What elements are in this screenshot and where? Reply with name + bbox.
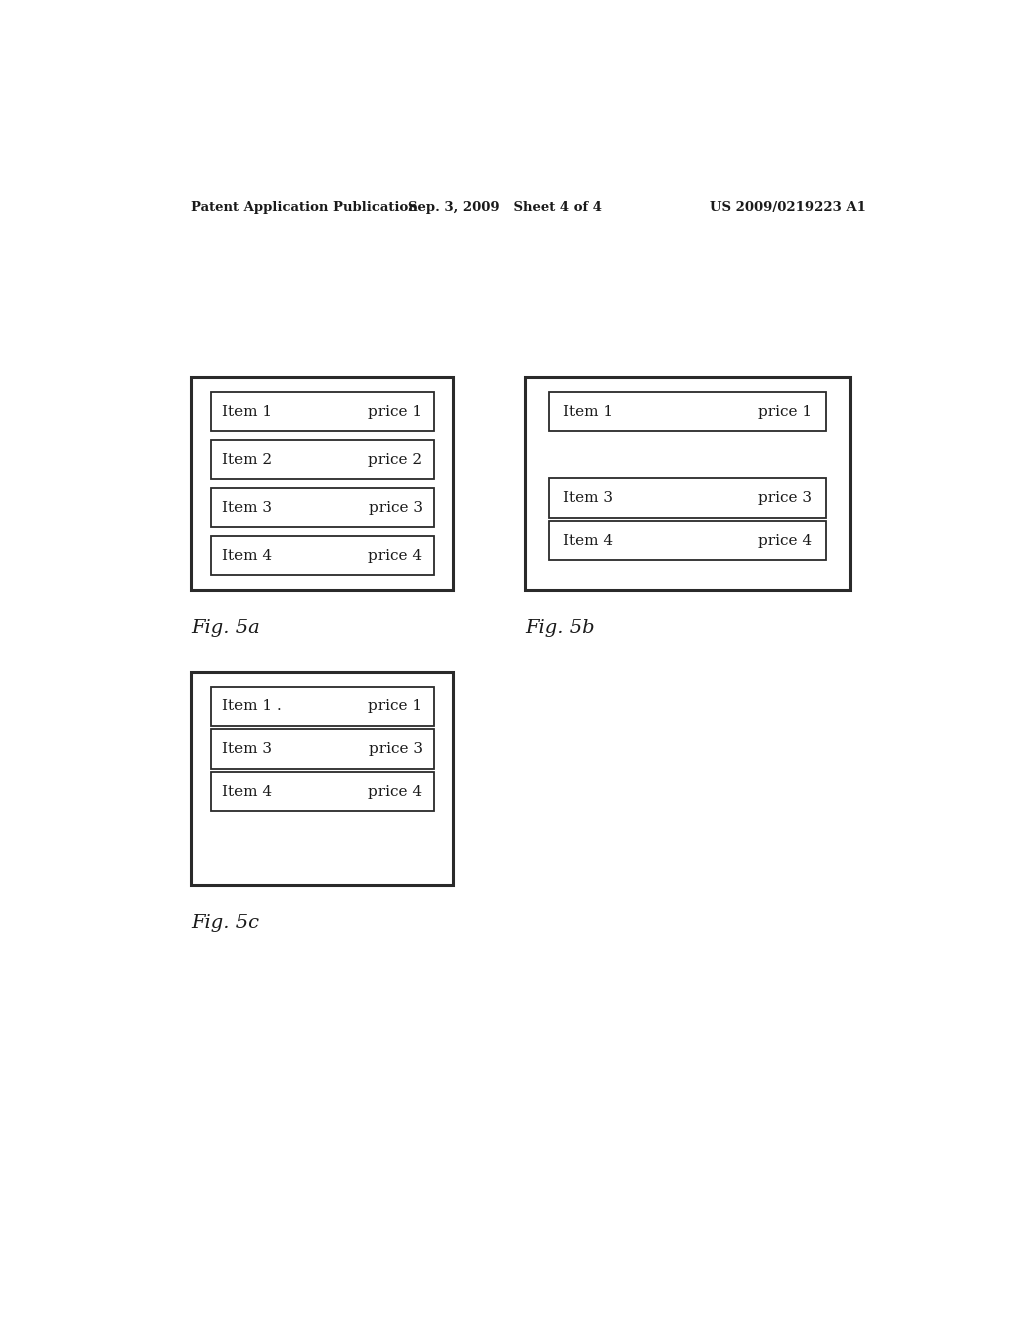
Bar — [191, 378, 454, 590]
Bar — [524, 378, 850, 590]
Bar — [549, 478, 825, 517]
Bar — [549, 521, 825, 561]
Text: Patent Application Publication: Patent Application Publication — [191, 201, 418, 214]
Text: price 4: price 4 — [369, 785, 423, 799]
Text: price 3: price 3 — [369, 742, 423, 756]
Text: Item 1: Item 1 — [222, 405, 272, 418]
Text: price 3: price 3 — [758, 491, 812, 506]
Bar — [211, 686, 434, 726]
Text: price 1: price 1 — [369, 405, 423, 418]
Text: Item 3: Item 3 — [222, 742, 272, 756]
Text: Fig. 5b: Fig. 5b — [524, 619, 594, 636]
Text: Item 4: Item 4 — [563, 533, 613, 548]
Text: price 1: price 1 — [369, 700, 423, 713]
Bar — [549, 392, 825, 432]
Bar — [211, 440, 434, 479]
Bar — [211, 392, 434, 432]
Text: Item 2: Item 2 — [222, 453, 272, 467]
Text: Fig. 5c: Fig. 5c — [191, 913, 259, 932]
Bar — [211, 488, 434, 528]
Text: Fig. 5a: Fig. 5a — [191, 619, 260, 636]
Text: US 2009/0219223 A1: US 2009/0219223 A1 — [711, 201, 866, 214]
Text: Item 1 .: Item 1 . — [222, 700, 282, 713]
Text: Sep. 3, 2009   Sheet 4 of 4: Sep. 3, 2009 Sheet 4 of 4 — [408, 201, 602, 214]
Text: Item 4: Item 4 — [222, 549, 272, 562]
Bar — [211, 772, 434, 812]
Text: price 1: price 1 — [758, 405, 812, 418]
Text: price 2: price 2 — [369, 453, 423, 467]
Text: Item 3: Item 3 — [563, 491, 613, 506]
Text: Item 4: Item 4 — [222, 785, 272, 799]
Text: price 4: price 4 — [758, 533, 812, 548]
Text: Item 3: Item 3 — [222, 500, 272, 515]
Text: price 3: price 3 — [369, 500, 423, 515]
Bar — [191, 672, 454, 886]
Text: price 4: price 4 — [369, 549, 423, 562]
Bar — [211, 730, 434, 768]
Bar — [211, 536, 434, 576]
Text: Item 1: Item 1 — [563, 405, 613, 418]
